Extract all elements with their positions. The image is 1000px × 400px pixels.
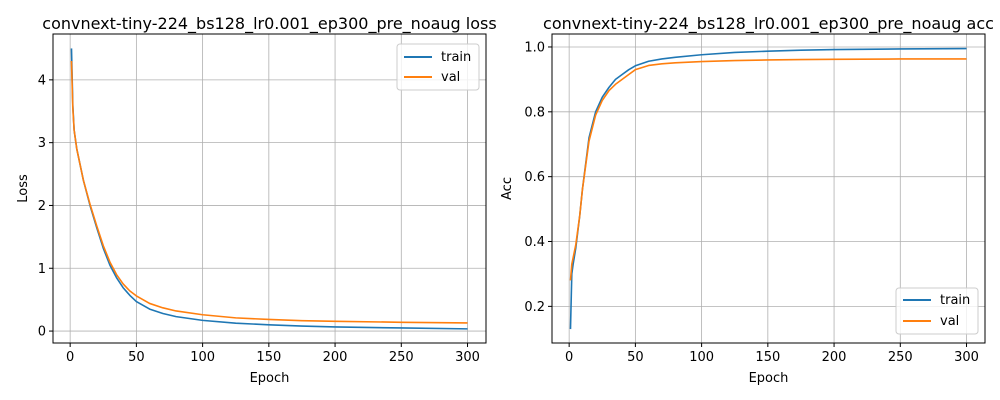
- acc-x-tick-label: 250: [888, 350, 913, 365]
- acc-y-ticks: 0.2 0.4 0.6 0.8 1.0: [524, 40, 552, 315]
- acc-gridlines: [552, 34, 985, 343]
- acc-x-ticks: 0 50 100 150 200 250 300: [565, 343, 979, 365]
- loss-legend: train val: [396, 43, 480, 91]
- loss-y-tick-label: 3: [38, 136, 46, 151]
- acc-legend-train-label: train: [940, 293, 970, 308]
- acc-series-val-line: [569, 58, 967, 281]
- loss-x-tick-label: 100: [190, 350, 215, 365]
- acc-x-tick-label: 300: [954, 350, 979, 365]
- loss-chart: convnext-tiny-224_bs128_lr0.001_ep300_pr…: [16, 14, 497, 386]
- loss-x-tick-label: 150: [256, 350, 281, 365]
- acc-x-tick-label: 100: [689, 350, 714, 365]
- loss-legend-train-label: train: [441, 50, 471, 65]
- acc-legend-val-label: val: [940, 314, 959, 329]
- loss-y-tick-label: 2: [38, 199, 46, 214]
- acc-series-train-line: [569, 47, 967, 330]
- acc-chart: convnext-tiny-224_bs128_lr0.001_ep300_pr…: [500, 14, 994, 386]
- loss-series-train-line: [70, 48, 468, 330]
- acc-y-tick-label: 1.0: [524, 40, 545, 55]
- loss-x-tick-label: 200: [323, 350, 348, 365]
- acc-x-tick-label: 200: [822, 350, 847, 365]
- acc-legend: train val: [895, 287, 979, 335]
- loss-series-lines: [70, 48, 468, 330]
- loss-x-tick-label: 250: [389, 350, 414, 365]
- loss-plot-frame: [52, 33, 487, 344]
- acc-x-tick-label: 50: [627, 350, 644, 365]
- acc-x-axis-label: Epoch: [749, 371, 789, 386]
- acc-y-tick-label: 0.4: [524, 235, 545, 250]
- acc-x-tick-label: 150: [755, 350, 780, 365]
- loss-x-tick-label: 300: [455, 350, 480, 365]
- loss-x-axis-label: Epoch: [250, 371, 290, 386]
- loss-y-ticks: 0 1 2 3 4: [38, 73, 53, 340]
- loss-y-tick-label: 1: [38, 262, 46, 277]
- loss-series-val-line: [70, 60, 468, 324]
- loss-x-tick-label: 0: [66, 350, 74, 365]
- loss-legend-box: [396, 43, 480, 91]
- loss-x-tick-label: 50: [128, 350, 145, 365]
- acc-y-tick-label: 0.8: [524, 105, 545, 120]
- acc-y-axis-label: Acc: [500, 177, 515, 200]
- acc-x-tick-label: 0: [565, 350, 573, 365]
- loss-y-tick-label: 0: [38, 325, 46, 340]
- acc-chart-title: convnext-tiny-224_bs128_lr0.001_ep300_pr…: [543, 14, 994, 34]
- loss-x-ticks: 0 50 100 150 200 250 300: [66, 343, 480, 365]
- acc-plot-frame: [551, 33, 986, 344]
- acc-y-tick-label: 0.6: [524, 170, 545, 185]
- loss-legend-val-label: val: [441, 70, 460, 85]
- loss-y-tick-label: 4: [38, 73, 46, 88]
- acc-y-tick-label: 0.2: [524, 300, 545, 315]
- loss-y-axis-label: Loss: [16, 174, 31, 203]
- loss-chart-title: convnext-tiny-224_bs128_lr0.001_ep300_pr…: [42, 14, 496, 34]
- acc-series-lines: [569, 47, 967, 330]
